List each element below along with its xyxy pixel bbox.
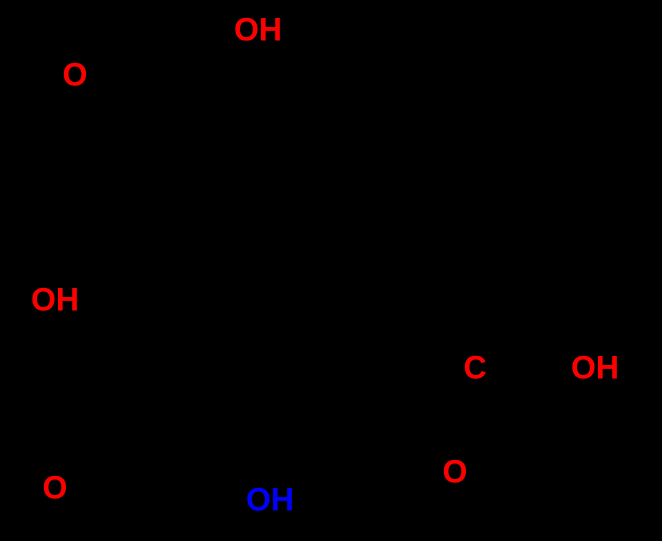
atom-OH_bot: OH bbox=[246, 482, 294, 519]
atom-C2: C bbox=[233, 357, 256, 394]
atom-O_dbl_r: O bbox=[443, 454, 468, 491]
atom-C_cooh_r: C bbox=[463, 350, 486, 387]
atom-C_cooh_bl: C bbox=[93, 382, 116, 419]
atom-C1: C bbox=[203, 197, 226, 234]
atom-H4: H bbox=[323, 37, 346, 74]
atom-C3: C bbox=[388, 192, 411, 229]
atom-O_dbl_bl: O bbox=[43, 470, 68, 507]
molecule-canvas bbox=[0, 0, 662, 541]
atom-H3: H bbox=[478, 132, 501, 169]
atom-OH_tl: OH bbox=[234, 12, 282, 49]
atom-C_cooh_tl: C bbox=[158, 72, 181, 109]
atom-OH_bl: OH bbox=[31, 282, 79, 319]
atom-OH_r: OH bbox=[571, 350, 619, 387]
atom-O_dbl_tl: O bbox=[63, 57, 88, 94]
atom-H1: H bbox=[113, 212, 136, 249]
atom-H2: H bbox=[328, 360, 351, 397]
